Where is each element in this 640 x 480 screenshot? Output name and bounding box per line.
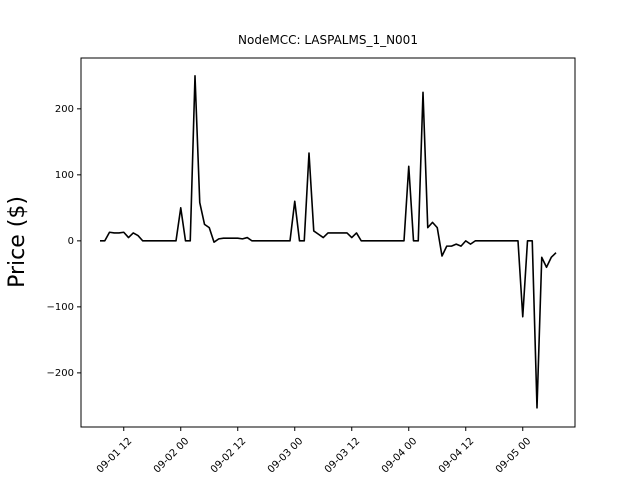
- y-tick-label: 0: [68, 236, 74, 247]
- chart-title: NodeMCC: LASPALMS_1_N001: [238, 33, 418, 47]
- x-tick-label: 09-02 00: [152, 436, 192, 476]
- line: [100, 75, 557, 409]
- y-tick-label: −200: [47, 368, 74, 379]
- x-tick-label: 09-03 00: [266, 436, 306, 476]
- y-tick-label: −100: [47, 302, 74, 313]
- x-tick-label: 09-01 12: [95, 436, 135, 476]
- y-tick-label: 100: [55, 170, 74, 181]
- y-tick-label: 200: [55, 104, 74, 115]
- x-tick-label: 09-03 12: [323, 436, 363, 476]
- y-axis-label: Price ($): [5, 196, 30, 288]
- x-tick-label: 09-02 12: [209, 436, 249, 476]
- x-tick-label: 09-04 00: [380, 436, 420, 476]
- plot-frame: [80, 57, 576, 428]
- x-tick-label: 09-04 12: [437, 436, 477, 476]
- x-tick-label: 09-05 00: [494, 436, 534, 476]
